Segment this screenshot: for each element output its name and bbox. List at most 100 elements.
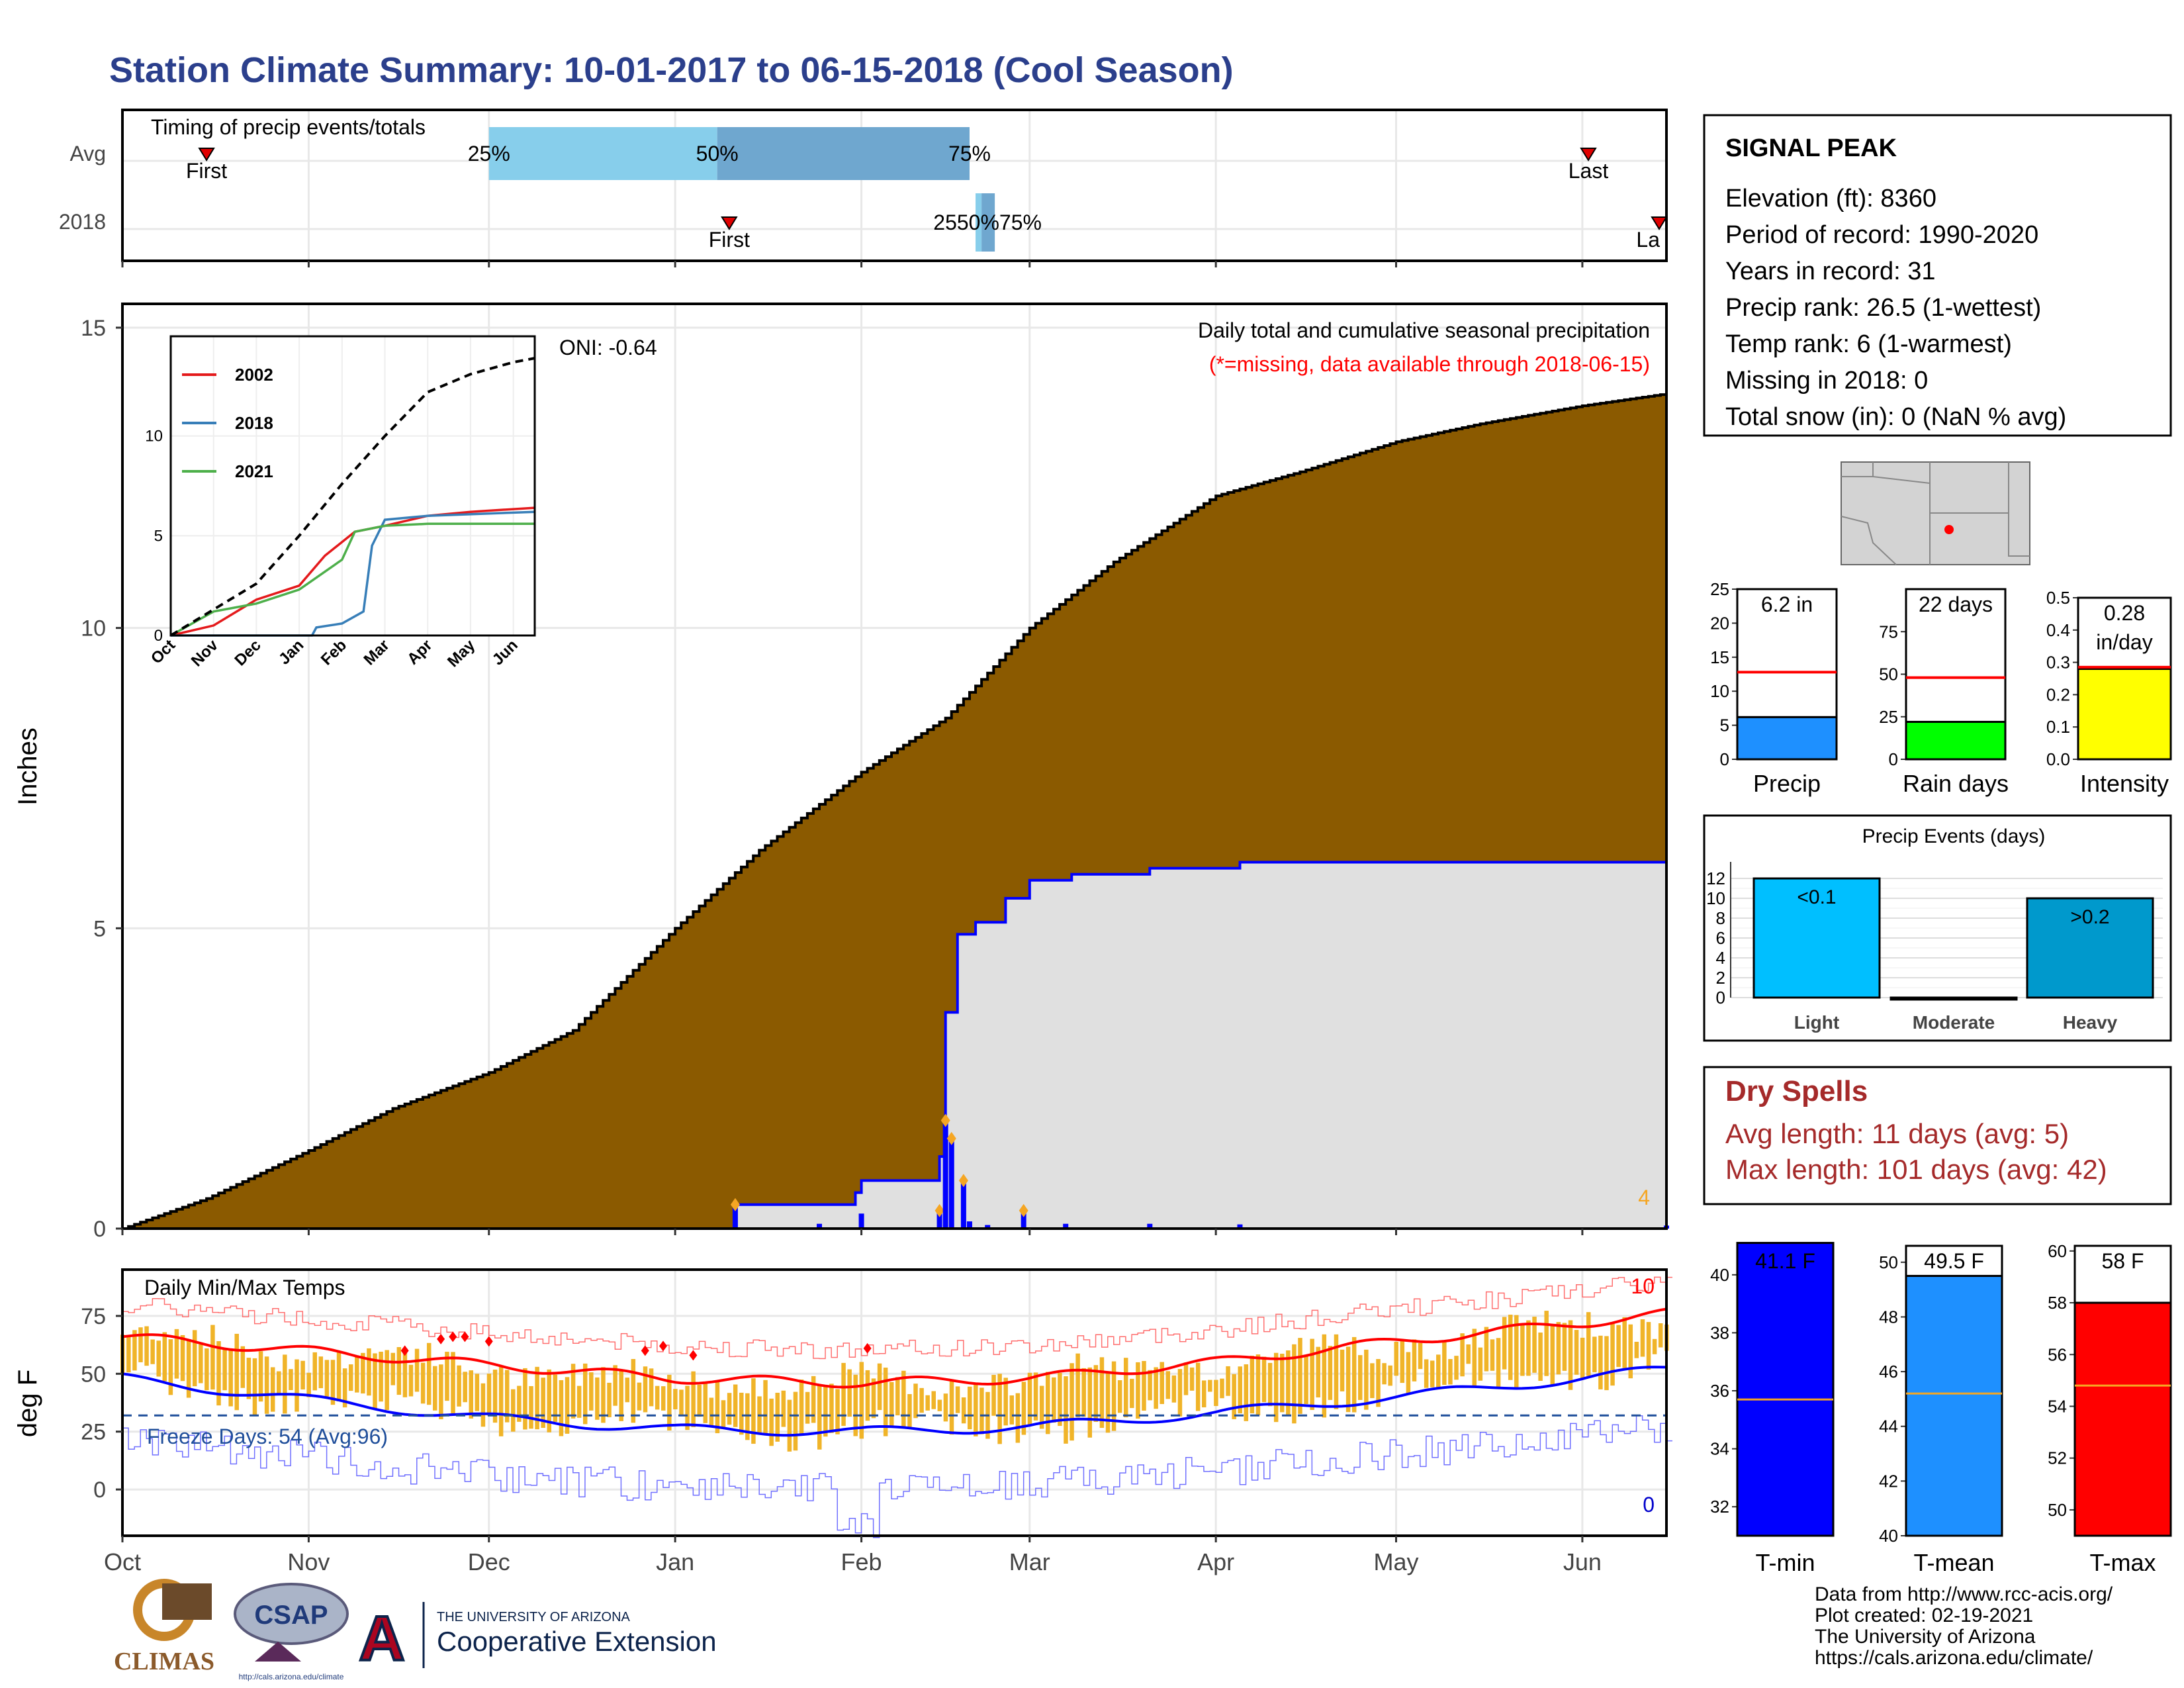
inset-series-lines — [169, 357, 535, 637]
temp-range-bar — [1214, 1380, 1218, 1407]
inset-legend-label: 2018 — [235, 413, 273, 433]
temp-range-bar — [379, 1351, 383, 1402]
daily-precip-bar — [817, 1223, 823, 1229]
temp-y-label: deg F — [13, 1370, 42, 1437]
temp-range-bar — [889, 1382, 894, 1428]
temp-range-bar — [1255, 1354, 1261, 1416]
precip-y-ticks: 0 5 10 15 — [81, 316, 122, 1242]
mini-bar-value: 22 days — [1919, 592, 1993, 616]
temp-range-bar — [1226, 1366, 1230, 1396]
temp-range-bar — [1171, 1375, 1177, 1403]
temp-range-bar — [919, 1387, 924, 1413]
inset-legend-label: 2002 — [235, 365, 273, 385]
temp-range-bar — [697, 1384, 702, 1417]
temp-range-bar — [1232, 1374, 1236, 1419]
mini-bar-frame — [1736, 588, 1838, 718]
mini-y-tick-label: 40 — [1710, 1265, 1729, 1285]
temp-range-bar — [1250, 1356, 1255, 1414]
temp-range-bar — [222, 1348, 227, 1391]
temp-range-bar — [283, 1354, 287, 1414]
y-tick-label: 10 — [81, 616, 106, 641]
inset-x-tick-label: Feb — [318, 636, 350, 669]
mini-y-tick-label: 25 — [1879, 707, 1898, 727]
ua-a-icon: A — [359, 1603, 404, 1674]
y-tick-label: 15 — [81, 316, 106, 341]
temp-range-bar — [277, 1371, 281, 1394]
events-title: Precip Events (days) — [1862, 825, 2046, 847]
temp-range-bar — [1448, 1359, 1453, 1385]
temp-range-bar — [1592, 1336, 1597, 1372]
station-info-line: Period of record: 1990-2020 — [1725, 221, 2038, 249]
temp-range-bar — [367, 1348, 371, 1396]
temp-range-bar — [126, 1335, 131, 1373]
temp-range-bar — [1064, 1376, 1068, 1444]
temp-range-bar — [871, 1378, 876, 1419]
precip-mini-bars: 0 5 10 15 20 25 6.2 in Precip 0 25 50 75 22 days Rain… — [1710, 579, 2172, 797]
csap-logo-url: http://cals.arizona.edu/climate — [239, 1672, 344, 1681]
month-label: Mar — [1009, 1548, 1050, 1575]
temp-range-bar — [1310, 1338, 1314, 1410]
events-y-tick-label: 10 — [1706, 888, 1725, 908]
temp-range-bar — [1183, 1362, 1189, 1395]
temp-range-bar — [1646, 1322, 1651, 1370]
events-category-label: Heavy — [2063, 1012, 2118, 1033]
temp-range-bar — [199, 1344, 203, 1383]
timing-bars — [488, 127, 995, 252]
temp-range-bar — [949, 1380, 954, 1435]
temp-range-bar — [523, 1368, 527, 1430]
temp-range-bar — [306, 1372, 311, 1397]
temp-range-bar — [373, 1353, 377, 1409]
temp-range-bar — [901, 1370, 906, 1428]
mini-y-tick-label: 38 — [1710, 1323, 1729, 1342]
temp-range-bar — [439, 1364, 443, 1419]
record-high-marker — [863, 1342, 872, 1354]
temp-range-bar — [907, 1394, 912, 1429]
temp-range-bar — [1598, 1335, 1603, 1389]
mini-bar-value: 6.2 in — [1761, 592, 1813, 616]
temp-range-bar — [559, 1380, 564, 1436]
events-y-tick-label: 8 — [1716, 908, 1725, 928]
mini-y-tick-label: 0.4 — [2046, 620, 2070, 640]
ua-logo: A THE UNIVERSITY OF ARIZONA Cooperative … — [357, 1602, 717, 1675]
inset-series-2021 — [170, 522, 535, 637]
temp-range-bar — [925, 1395, 930, 1411]
last-event-marker — [1580, 148, 1597, 162]
temp-range-bar — [1496, 1338, 1501, 1388]
temp-range-bar — [492, 1370, 498, 1423]
temp-range-bar — [553, 1374, 558, 1422]
timing-row-avg: Avg — [69, 142, 106, 165]
events-category-label: Light — [1794, 1012, 1839, 1033]
temp-range-bar — [300, 1360, 305, 1390]
station-info-line: Missing in 2018: 0 — [1725, 367, 1928, 395]
station-info-line: Precip rank: 26.5 (1-wettest) — [1725, 294, 2041, 322]
temp-range-bar — [733, 1384, 738, 1427]
station-info-line: Years in record: 31 — [1725, 258, 1936, 285]
mini-y-tick-label: 50 — [2048, 1500, 2067, 1520]
temp-range-bar — [1634, 1341, 1639, 1358]
temp-range-bar — [330, 1360, 336, 1405]
precip-panel: Daily total and cumulative seasonal prec… — [13, 303, 1669, 1242]
temp-range-bar — [703, 1382, 708, 1423]
mini-bar-T-max — [2073, 1301, 2172, 1537]
temp-range-bar — [709, 1397, 714, 1427]
freeze-days: Freeze Days: 54 (Avg:96) — [147, 1425, 388, 1448]
temp-y-ticks: 0 25 50 75 — [81, 1304, 122, 1503]
mini-y-tick-label: 0 — [1720, 749, 1729, 769]
temp-range-bar — [1580, 1337, 1585, 1379]
temp-range-bar — [799, 1379, 804, 1435]
mini-y-tick-label: 32 — [1710, 1497, 1729, 1517]
inset-series-2002 — [170, 506, 535, 637]
temp-frame — [121, 1268, 1668, 1537]
climas-logo-text: CLIMAS — [114, 1648, 214, 1675]
temp-range-bar — [1388, 1365, 1392, 1386]
temp-range-bar — [1328, 1346, 1333, 1400]
month-label: Jan — [656, 1548, 694, 1575]
month-label: May — [1373, 1548, 1418, 1575]
p75-label: 75% — [948, 142, 991, 165]
first-event-marker — [198, 148, 215, 162]
mini-bar-value: 58 F — [2101, 1249, 2144, 1273]
temp-range-bar — [1340, 1349, 1345, 1391]
csap-logo-text: CSAP — [254, 1601, 328, 1630]
temp-range-bar — [576, 1385, 582, 1418]
temp-range-bar — [1292, 1344, 1297, 1424]
